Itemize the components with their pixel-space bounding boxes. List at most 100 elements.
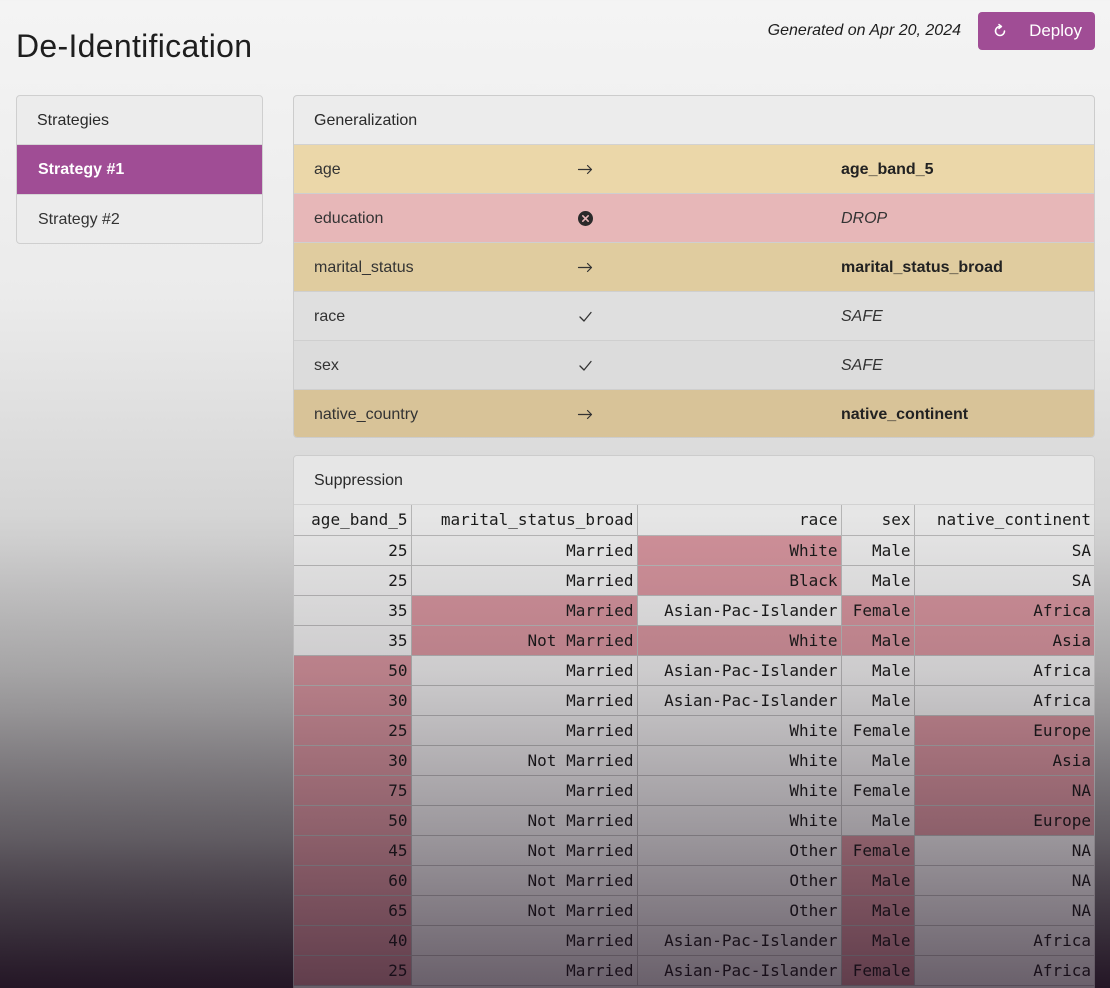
arrow-right-icon: [577, 406, 594, 423]
generalization-card: Generalization age age_band_5 education DRO…: [293, 95, 1095, 438]
table-cell: Married: [410, 714, 638, 746]
table-cell: Asia: [913, 624, 1094, 656]
table-cell: Not Married: [410, 864, 638, 896]
table-row: 50 Married Asian-Pac-Islander Male Africa: [294, 654, 1094, 686]
table-cell: 45: [294, 834, 412, 866]
table-cell: Not Married: [410, 834, 638, 866]
table-cell: Married: [410, 774, 638, 806]
checkmark-icon: [577, 308, 594, 325]
table-row: 35 Married Asian-Pac-Islander Female Africa: [294, 594, 1094, 626]
table-cell: Male: [840, 534, 915, 566]
table-cell: 60: [294, 864, 412, 896]
suppression-header: Suppression: [294, 456, 1094, 505]
table-cell: SA: [913, 534, 1094, 566]
column-header-race: race: [636, 505, 842, 536]
table-cell: Not Married: [410, 894, 638, 926]
deploy-button[interactable]: Deploy: [978, 12, 1095, 50]
generalization-target: SAFE: [841, 357, 883, 374]
table-row: 35 Not Married White Male Asia: [294, 624, 1094, 656]
table-row: 50 Not Married White Male Europe: [294, 804, 1094, 836]
table-row: 60 Not Married Other Male NA: [294, 864, 1094, 896]
table-cell: Asian-Pac-Islander: [636, 684, 842, 716]
table-cell: Other: [636, 864, 842, 896]
arrow-right-icon: [577, 161, 594, 178]
table-cell: Male: [840, 624, 915, 656]
table-cell: Not Married: [410, 804, 638, 836]
table-cell: 50: [294, 654, 412, 686]
table-cell: White: [636, 534, 842, 566]
table-cell: Other: [636, 834, 842, 866]
generalization-field-name: education: [314, 210, 384, 227]
table-cell: Married: [410, 954, 638, 986]
table-cell: Married: [410, 534, 638, 566]
table-cell: White: [636, 624, 842, 656]
table-row: 45 Not Married Other Female NA: [294, 834, 1094, 866]
sidebar-item-strategy-1[interactable]: Strategy #1: [17, 145, 262, 194]
table-cell: Married: [410, 684, 638, 716]
table-cell: Africa: [913, 924, 1094, 956]
arrow-right-icon: [577, 259, 594, 276]
column-header-sex: sex: [840, 505, 915, 536]
table-cell: Other: [636, 894, 842, 926]
table-cell: 65: [294, 894, 412, 926]
table-row: 25 Married White Female Europe: [294, 714, 1094, 746]
generalization-row: education DROP: [294, 194, 1094, 243]
generalization-header: Generalization: [294, 96, 1094, 145]
table-cell: Male: [840, 744, 915, 776]
table-cell: 30: [294, 684, 412, 716]
table-cell: Male: [840, 894, 915, 926]
generalization-rows: age age_band_5 education DROP marital_status…: [294, 145, 1094, 437]
generalization-target: DROP: [841, 210, 888, 227]
table-cell: 40: [294, 924, 412, 956]
table-cell: Married: [410, 654, 638, 686]
table-cell: Male: [840, 684, 915, 716]
table-cell: White: [636, 774, 842, 806]
table-cell: Female: [840, 834, 915, 866]
sidebar-item-strategy-2[interactable]: Strategy #2: [17, 194, 262, 243]
table-cell: Married: [410, 564, 638, 596]
table-cell: 30: [294, 744, 412, 776]
table-row: 30 Not Married White Male Asia: [294, 744, 1094, 776]
table-cell: White: [636, 744, 842, 776]
table-cell: 25: [294, 564, 412, 596]
generalization-target: native_continent: [841, 406, 969, 423]
table-cell: Married: [410, 594, 638, 626]
generalization-target: age_band_5: [841, 161, 934, 178]
table-cell: Asian-Pac-Islander: [636, 924, 842, 956]
table-cell: NA: [913, 834, 1094, 866]
table-cell: Africa: [913, 954, 1094, 986]
table-cell: Male: [840, 804, 915, 836]
table-cell: Asian-Pac-Islander: [636, 654, 842, 686]
table-cell: 25: [294, 534, 412, 566]
table-cell: Female: [840, 714, 915, 746]
table-cell: Asian-Pac-Islander: [636, 594, 842, 626]
table-cell: Male: [840, 564, 915, 596]
table-cell: NA: [913, 894, 1094, 926]
table-cell: 75: [294, 774, 412, 806]
checkmark-icon: [577, 357, 594, 374]
table-cell: NA: [913, 774, 1094, 806]
column-header-native-continent: native_continent: [913, 505, 1094, 536]
table-cell: Europe: [913, 804, 1094, 836]
generalization-field-name: race: [314, 308, 346, 325]
table-cell: Female: [840, 594, 915, 626]
suppression-table: age_band_5 marital_status_broad race sex nat…: [294, 505, 1094, 986]
generalization-field-name: sex: [314, 357, 339, 374]
table-row: 30 Married Asian-Pac-Islander Male Africa: [294, 684, 1094, 716]
table-cell: Male: [840, 924, 915, 956]
table-cell: Asian-Pac-Islander: [636, 954, 842, 986]
column-header-age-band-5: age_band_5: [294, 505, 412, 536]
table-cell: Male: [840, 654, 915, 686]
table-row: 25 Married White Male SA: [294, 534, 1094, 566]
table-cell: Not Married: [410, 744, 638, 776]
suppression-header-row: age_band_5 marital_status_broad race sex nat…: [294, 505, 1094, 536]
table-row: 40 Married Asian-Pac-Islander Male Africa: [294, 924, 1094, 956]
table-cell: Europe: [913, 714, 1094, 746]
table-cell: 25: [294, 714, 412, 746]
table-cell: NA: [913, 864, 1094, 896]
generalization-target: SAFE: [841, 308, 883, 325]
table-cell: Black: [636, 564, 842, 596]
table-row: 75 Married White Female NA: [294, 774, 1094, 806]
generated-date: Generated on Apr 20, 2024: [767, 22, 961, 39]
table-cell: White: [636, 714, 842, 746]
